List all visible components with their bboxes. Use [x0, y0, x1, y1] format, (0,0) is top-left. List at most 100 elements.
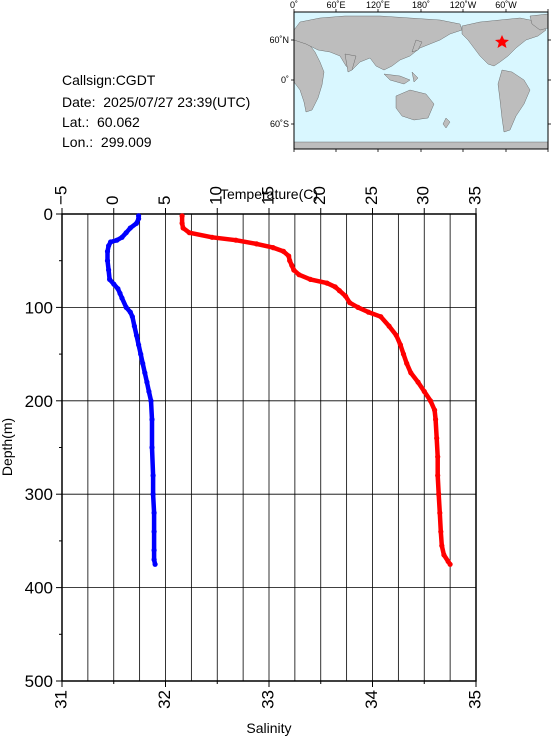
top-tick-label: −5 [51, 186, 70, 205]
temperature-point [421, 388, 427, 395]
temperature-series-line [179, 213, 453, 567]
temperature-point [347, 300, 353, 306]
bottom-tick-label: 32 [155, 690, 174, 709]
map-lon-label: 120˚E [366, 0, 390, 10]
salinity-point [127, 309, 133, 315]
temperature-point [434, 435, 440, 441]
top-tick-label: 15 [258, 186, 277, 205]
salinity-point [119, 234, 125, 240]
map-lon-label: 60˚W [495, 0, 517, 10]
map-labels: 0˚ 60˚E 120˚E 180˚ 120˚W 60˚W 60˚N 0˚ 60… [269, 0, 517, 129]
temperature-point [435, 472, 441, 479]
salinity-point [107, 276, 113, 282]
bottom-tick-label: 34 [362, 690, 381, 709]
temperature-point [343, 293, 349, 299]
temperature-point [286, 253, 292, 259]
temperature-point [179, 220, 185, 226]
salinity-point [151, 510, 157, 516]
temperature-point [209, 234, 215, 240]
y-tick-label: 0 [44, 205, 53, 224]
lat-text: Lat.: 60.062 [62, 114, 140, 130]
salinity-point [114, 237, 120, 243]
temperature-point [254, 241, 260, 247]
y-tick-label: 200 [25, 392, 53, 411]
bottom-axis-label: Salinity [246, 720, 291, 736]
top-tick-label: 10 [207, 186, 226, 205]
temperature-point [386, 323, 392, 329]
salinity-point [133, 332, 140, 338]
temperature-point [280, 248, 287, 254]
temperature-point [439, 543, 445, 549]
temperature-point [336, 288, 342, 294]
top-axis-label: Temperature(C) [220, 186, 318, 202]
salinity-point [138, 351, 144, 357]
salinity-point [131, 323, 137, 329]
salinity-point [152, 561, 158, 567]
chart-series [104, 213, 453, 567]
salinity-point [148, 398, 154, 404]
temperature-point [186, 230, 192, 236]
callsign-text: Callsign:CGDT [62, 72, 156, 88]
temperature-point [438, 529, 444, 535]
salinity-point [127, 225, 133, 231]
temperature-point [291, 267, 297, 273]
temperature-point [233, 237, 239, 243]
temperature-point [432, 407, 438, 413]
temperature-point [307, 276, 313, 282]
map-lon-label: 180˚ [412, 0, 430, 10]
temperature-point [415, 379, 421, 385]
y-tick-label: 100 [25, 298, 53, 317]
temperature-point [441, 552, 447, 558]
temperature-point [436, 491, 442, 497]
y-tick-label: 500 [25, 672, 53, 691]
top-tick-label: 5 [155, 196, 174, 205]
date-text: Date: 2025/07/27 23:39(UTC) [62, 94, 251, 110]
salinity-point [142, 370, 148, 376]
chart-grid [61, 213, 477, 682]
salinity-point [119, 295, 125, 301]
temperature-point [437, 510, 443, 516]
map-lat-label: 60˚S [270, 119, 289, 129]
temperature-point [324, 280, 330, 286]
salinity-point [129, 314, 135, 320]
salinity-point [151, 547, 157, 553]
salinity-point [111, 281, 117, 287]
temperature-point [447, 561, 453, 567]
salinity-point [151, 529, 157, 535]
temperature-point [427, 398, 434, 404]
salinity-point [133, 220, 140, 226]
salinity-point [150, 472, 156, 479]
bottom-tick-label: 35 [465, 690, 484, 709]
temperature-point [433, 416, 439, 423]
temperature-point [296, 272, 302, 278]
top-tick-label: 20 [310, 186, 329, 205]
top-tick-label: 25 [362, 186, 381, 205]
salinity-point [150, 491, 156, 497]
salinity-point [104, 258, 111, 264]
top-tick-label: 30 [414, 186, 433, 205]
salinity-point [144, 379, 150, 385]
temperature-point [400, 351, 407, 357]
salinity-point [104, 248, 111, 254]
bottom-tick-label: 31 [51, 690, 70, 709]
map-ticks [291, 9, 551, 152]
salinity-point [106, 267, 112, 273]
salinity-point [149, 444, 155, 451]
bottom-tick-label: 33 [258, 690, 277, 709]
salinity-point [117, 290, 123, 296]
salinity-point [151, 557, 157, 563]
salinity-point [136, 216, 142, 222]
temperature-point [332, 284, 338, 290]
y-tick-label: 400 [25, 579, 53, 598]
y-axis-label: Depth(m) [0, 418, 15, 476]
temperature-point [393, 332, 399, 338]
top-tick-label: 0 [103, 196, 122, 205]
world-map: 0˚ 60˚E 120˚E 180˚ 120˚W 60˚W 60˚N 0˚ 60… [269, 0, 551, 152]
map-lat-label: 0˚ [281, 75, 289, 85]
map-lon-label: 60˚E [326, 0, 345, 10]
salinity-point [123, 230, 129, 236]
temperature-point [270, 245, 276, 251]
temperature-point [365, 309, 371, 315]
